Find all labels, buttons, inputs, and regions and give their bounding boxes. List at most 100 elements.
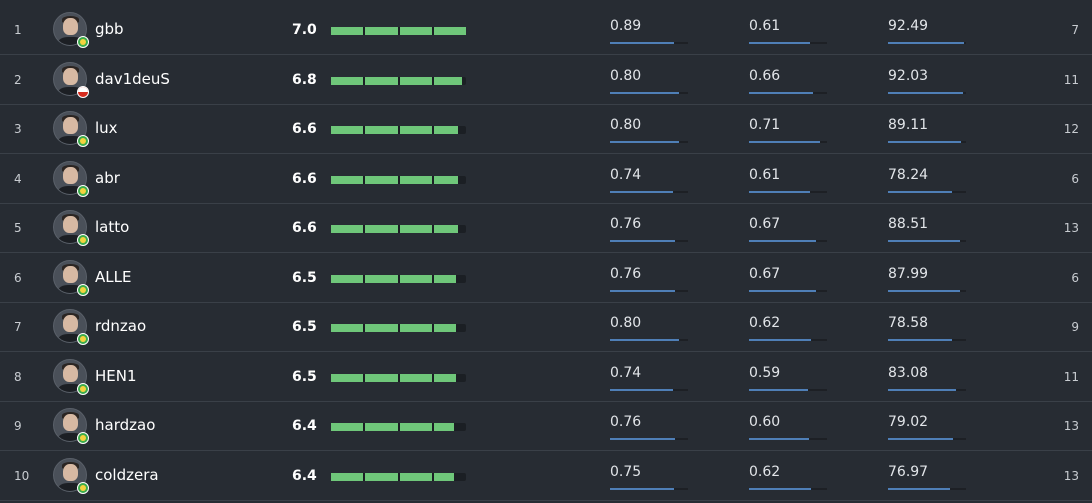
rating-bar-segment bbox=[399, 374, 432, 382]
player-name-link[interactable]: abr bbox=[95, 169, 120, 187]
table-row[interactable]: 7 rdnzao 6.5 0.80 0.62 78.58 9 bbox=[0, 303, 1092, 352]
stat3-bar-fill bbox=[888, 438, 953, 440]
stat2-bar bbox=[749, 339, 827, 341]
brazil-flag-icon bbox=[77, 383, 89, 395]
maps-played: 11 bbox=[1063, 370, 1079, 384]
rating-value: 7.0 bbox=[292, 22, 317, 38]
rating-value: 6.4 bbox=[292, 468, 317, 484]
maps-played: 9 bbox=[1071, 320, 1079, 334]
rating-bar-segment bbox=[365, 374, 398, 382]
rating-bar-segment bbox=[331, 324, 364, 332]
rating-bar bbox=[331, 225, 466, 233]
rating-bar-segment bbox=[365, 126, 398, 134]
table-row[interactable]: 3 lux 6.6 0.80 0.71 89.11 12 bbox=[0, 105, 1092, 154]
rating-bar-segment bbox=[331, 176, 364, 184]
rank-number: 6 bbox=[14, 271, 22, 285]
maps-played: 6 bbox=[1071, 172, 1079, 186]
rating-bar bbox=[331, 374, 466, 382]
stat3-bar-fill bbox=[888, 290, 960, 292]
rating-value: 6.5 bbox=[292, 369, 317, 385]
rank-number: 7 bbox=[14, 320, 22, 334]
stat2-bar-fill bbox=[749, 290, 817, 292]
player-name-link[interactable]: latto bbox=[95, 218, 130, 236]
table-row[interactable]: 10 coldzera 6.4 0.75 0.62 76.97 13 bbox=[0, 452, 1092, 501]
rating-bar-segment bbox=[399, 27, 432, 35]
table-row[interactable]: 1 gbb 7.0 0.89 0.61 92.49 7 bbox=[0, 6, 1092, 55]
stat2-value: 0.61 bbox=[749, 167, 781, 183]
table-row[interactable]: 9 hardzao 6.4 0.76 0.60 79.02 13 bbox=[0, 402, 1092, 451]
stat3-bar-fill bbox=[888, 488, 951, 490]
player-avatar[interactable] bbox=[53, 12, 87, 46]
table-row[interactable]: 6 ALLE 6.5 0.76 0.67 87.99 6 bbox=[0, 254, 1092, 303]
rating-bar-segment bbox=[399, 77, 432, 85]
stat3-bar-fill bbox=[888, 42, 964, 44]
maps-played: 12 bbox=[1063, 122, 1079, 136]
table-row[interactable]: 4 abr 6.6 0.74 0.61 78.24 6 bbox=[0, 155, 1092, 204]
player-name-link[interactable]: gbb bbox=[95, 20, 124, 38]
player-name-link[interactable]: rdnzao bbox=[95, 317, 147, 335]
rating-value: 6.6 bbox=[292, 220, 317, 236]
rating-value: 6.6 bbox=[292, 121, 317, 137]
brazil-flag-icon bbox=[77, 284, 89, 296]
stat1-bar-fill bbox=[610, 240, 675, 242]
rating-bar-segment bbox=[365, 275, 398, 283]
player-avatar[interactable] bbox=[53, 260, 87, 294]
rating-bar bbox=[331, 126, 466, 134]
rating-bar-segment bbox=[399, 176, 432, 184]
player-name-link[interactable]: HEN1 bbox=[95, 367, 137, 385]
stat2-bar-fill bbox=[749, 438, 810, 440]
stat2-bar-fill bbox=[749, 191, 810, 193]
rating-bar-segment bbox=[399, 126, 432, 134]
stat1-value: 0.74 bbox=[610, 365, 642, 381]
avatar-body bbox=[58, 37, 84, 45]
table-row[interactable]: 2 dav1deuS 6.8 0.80 0.66 92.03 11 bbox=[0, 56, 1092, 105]
stat1-bar bbox=[610, 290, 688, 292]
stat3-bar-fill bbox=[888, 339, 952, 341]
stat1-bar bbox=[610, 141, 688, 143]
player-name-link[interactable]: coldzera bbox=[95, 466, 159, 484]
stat3-value: 92.49 bbox=[888, 18, 929, 34]
stat1-value: 0.76 bbox=[610, 266, 642, 282]
stat1-bar-fill bbox=[610, 339, 679, 341]
stat3-bar bbox=[888, 191, 966, 193]
table-row[interactable]: 5 latto 6.6 0.76 0.67 88.51 13 bbox=[0, 204, 1092, 253]
stat1-bar-fill bbox=[610, 290, 675, 292]
stat1-value: 0.80 bbox=[610, 315, 642, 331]
stat2-bar bbox=[749, 42, 827, 44]
rating-bar-segment bbox=[399, 473, 432, 481]
avatar-body bbox=[58, 136, 84, 144]
avatar-body bbox=[58, 87, 84, 95]
player-name-link[interactable]: ALLE bbox=[95, 268, 132, 286]
player-name-link[interactable]: hardzao bbox=[95, 416, 156, 434]
rating-bar-segment bbox=[433, 275, 457, 283]
player-name-link[interactable]: lux bbox=[95, 119, 118, 137]
stat2-bar bbox=[749, 240, 827, 242]
player-avatar[interactable] bbox=[53, 458, 87, 492]
player-avatar[interactable] bbox=[53, 62, 87, 96]
stat2-bar bbox=[749, 92, 827, 94]
brazil-flag-icon bbox=[77, 36, 89, 48]
table-row[interactable]: 8 HEN1 6.5 0.74 0.59 83.08 11 bbox=[0, 353, 1092, 402]
rating-bar-segment bbox=[365, 324, 398, 332]
stat1-bar-fill bbox=[610, 389, 674, 391]
stat2-value: 0.62 bbox=[749, 315, 781, 331]
rating-bar-segment bbox=[433, 176, 459, 184]
player-name-link[interactable]: dav1deuS bbox=[95, 70, 170, 88]
stat2-value: 0.59 bbox=[749, 365, 781, 381]
rank-number: 2 bbox=[14, 73, 22, 87]
rating-bar-segment bbox=[331, 77, 364, 85]
stat3-bar bbox=[888, 240, 966, 242]
stat3-value: 78.58 bbox=[888, 315, 929, 331]
stat3-bar bbox=[888, 42, 966, 44]
stat1-bar-fill bbox=[610, 42, 674, 44]
stat2-value: 0.67 bbox=[749, 216, 781, 232]
stat2-value: 0.61 bbox=[749, 18, 781, 34]
avatar-head bbox=[63, 18, 78, 35]
stat1-bar bbox=[610, 42, 688, 44]
stat2-bar-fill bbox=[749, 42, 810, 44]
rating-bar-segment bbox=[365, 27, 398, 35]
stat1-bar-fill bbox=[610, 191, 674, 193]
maps-played: 13 bbox=[1063, 419, 1079, 433]
avatar-head bbox=[63, 464, 78, 481]
maps-played: 13 bbox=[1063, 469, 1079, 483]
